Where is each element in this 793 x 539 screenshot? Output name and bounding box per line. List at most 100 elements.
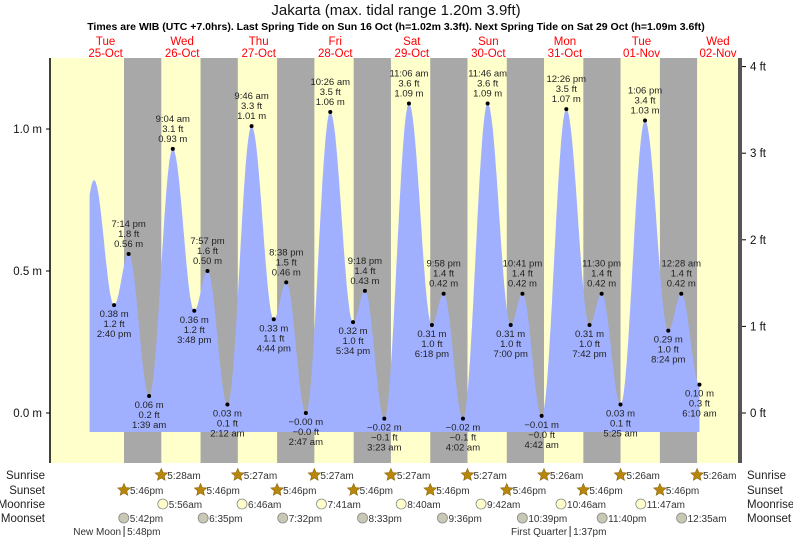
tide-area [89, 103, 700, 433]
tide-height-m: 0.31 m [575, 329, 604, 340]
tide-height-ft: −0.1 ft [371, 433, 398, 444]
day-date: 29-Oct [395, 48, 430, 60]
sunrise-event: 5:27am [383, 467, 430, 482]
tide-height-ft: 0.1 ft [610, 418, 631, 429]
tide-height-ft: 3.1 ft [162, 124, 183, 135]
tide-time: 10:26 am [310, 77, 350, 88]
moonset-time: 7:32pm [289, 514, 322, 525]
high-tide-marker: 11:06 am3.6 ft1.09 m [389, 68, 428, 106]
day-name: Sat [403, 36, 421, 48]
moonset-event: 7:32pm [277, 512, 322, 525]
moonset-time: 6:35pm [209, 514, 242, 525]
tide-height-m: 0.46 m [272, 267, 301, 278]
tide-height-ft: 1.8 ft [118, 229, 139, 240]
moonrise-time: 11:47am [647, 500, 685, 511]
tide-height-ft: 3.5 ft [320, 87, 341, 98]
sun-star-icon [537, 467, 551, 481]
tide-time: 5:25 am [603, 428, 637, 439]
y-tick-label-m: 0.5 m [13, 266, 42, 278]
moon-phase-time: 5:48pm [127, 527, 160, 538]
tide-height-m: 0.31 m [417, 329, 446, 340]
tide-height-ft: 1.0 ft [342, 336, 363, 347]
day-date: 28-Oct [318, 48, 353, 60]
tide-point [485, 101, 490, 106]
tide-time: 9:46 am [234, 91, 268, 102]
sunrise-event: 5:27am [460, 467, 507, 482]
tide-point [697, 382, 702, 387]
tide-point [249, 124, 254, 129]
moonrise-time: 6:46am [248, 500, 281, 511]
tide-point [587, 322, 592, 327]
sun-star-icon [117, 482, 131, 496]
sunset-event: 5:46pm [270, 482, 316, 497]
tide-time: 9:58 pm [426, 259, 460, 270]
chart-title: Jakarta (max. tidal range 1.20m 3.9ft) [271, 2, 520, 19]
tide-height-ft: 0.3 ft [689, 399, 710, 410]
moonset-time: 12:35am [688, 514, 727, 525]
sunrise-event: 5:27am [307, 467, 354, 482]
tide-time: 1:06 pm [628, 85, 662, 96]
sunset-event: 5:46pm [346, 482, 393, 497]
day-date: 01-Nov [623, 48, 660, 60]
moonrise-time: 7:41am [327, 500, 360, 511]
sunrise-event: 5:26am [537, 467, 583, 482]
sun-star-icon [576, 482, 591, 496]
tide-point [328, 109, 333, 114]
tide-point [225, 402, 230, 407]
moonset-icon [277, 512, 289, 524]
tide-point [508, 322, 513, 327]
tide-height-m: 0.36 m [180, 315, 209, 326]
moonset-icon [197, 512, 209, 524]
sunrise-time: 5:28am [167, 471, 200, 482]
low-tide-marker: −0.02 m−0.1 ft4:02 am [446, 416, 480, 454]
tide-height-m: 0.56 m [114, 239, 143, 250]
sunset-row-label-left: Sunset [9, 485, 46, 497]
moon-phase: New Moon 5:48pm [73, 526, 160, 538]
moonrise-event: 5:56am [157, 498, 202, 511]
tide-point [460, 416, 465, 421]
high-tide-marker: 9:58 pm1.4 ft0.42 m [426, 259, 461, 296]
tide-time: 2:40 pm [97, 329, 131, 340]
tide-point [539, 413, 544, 418]
chart-subtitle: Times are WIB (UTC +7.0hrs). Last Spring… [87, 21, 705, 33]
tide-point [205, 269, 210, 273]
tide-point [666, 328, 671, 333]
moonset-time: 5:42pm [130, 514, 163, 525]
low-tide-marker: 0.36 m1.2 ft3:48 pm [177, 308, 212, 346]
tide-point [351, 320, 356, 325]
low-tide-marker: 0.31 m1.0 ft7:00 pm [494, 322, 528, 360]
tide-height-m: 0.06 m [135, 400, 164, 411]
sunrise-time: 5:26am [627, 471, 660, 482]
tide-time: 12:26 pm [546, 74, 586, 85]
low-tide-marker: 0.29 m1.0 ft8:24 pm [651, 328, 686, 366]
moonset-event: 12:35am [676, 512, 727, 525]
tide-height-m: 0.10 m [685, 389, 714, 400]
day-name: Sun [478, 36, 498, 48]
tide-time: 4:02 am [446, 443, 480, 454]
tide-height-m: 0.42 m [587, 279, 616, 290]
tide-point [564, 107, 569, 112]
tide-height-m: 0.33 m [259, 323, 288, 334]
sunset-event: 5:46pm [193, 482, 240, 497]
tide-height-m: 1.09 m [394, 88, 423, 99]
tide-height-m: 0.43 m [350, 276, 379, 287]
sun-star-icon [346, 482, 361, 496]
sun-star-icon [383, 467, 398, 481]
day-date: 02-Nov [699, 48, 736, 60]
tide-time: 1:39 am [132, 420, 166, 431]
y-tick-label-ft: 2 ft [750, 235, 767, 247]
day-name: Wed [706, 36, 729, 48]
moonrise-event: 10:46am [555, 498, 606, 511]
tide-area-path [89, 103, 700, 433]
tide-time: 3:48 pm [177, 335, 211, 346]
tide-point [170, 146, 175, 151]
low-tide-marker: 0.31 m1.0 ft6:18 pm [415, 322, 449, 360]
tide-height-ft: 0.2 ft [139, 410, 160, 421]
sunrise-time: 5:27am [397, 471, 430, 482]
high-tide-marker: 7:57 pm1.6 ft0.50 m [190, 236, 225, 273]
tide-height-m: −0.01 m [524, 420, 559, 431]
tide-point [112, 303, 117, 308]
tide-point [362, 288, 367, 293]
day-name: Wed [170, 36, 193, 48]
tide-time: 2:12 am [210, 428, 244, 439]
